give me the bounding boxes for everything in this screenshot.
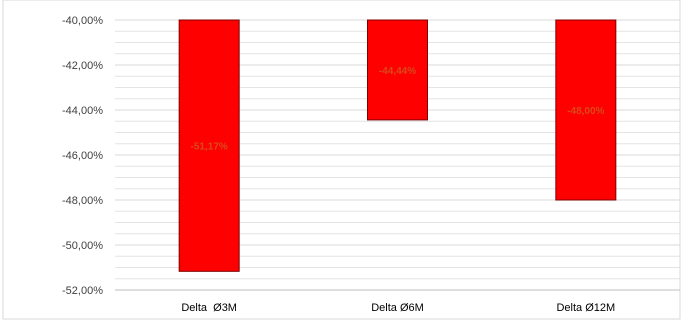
y-tick-label: -52,00% — [62, 285, 103, 297]
x-category-label: Delta Ø12M — [556, 302, 615, 314]
bar — [555, 19, 617, 201]
data-label: -51,17% — [191, 142, 228, 153]
bar — [178, 19, 240, 272]
x-axis-category-labels: Delta Ø3M Delta Ø6M Delta Ø12M — [181, 302, 615, 314]
y-axis-tick-labels: -40,00% -42,00% -44,00% -46,00% -48,00% -50,0… — [62, 15, 103, 297]
y-tick-label: -48,00% — [62, 195, 103, 207]
y-tick-label: -46,00% — [62, 150, 103, 162]
data-labels: -51,17% -44,44% -48,00% — [191, 66, 605, 153]
x-category-label: Delta Ø3M — [181, 302, 237, 314]
data-label: -44,44% — [379, 66, 416, 77]
data-label: -48,00% — [567, 106, 604, 117]
bars — [178, 19, 617, 272]
bar — [367, 19, 428, 121]
y-tick-label: -50,00% — [62, 240, 103, 252]
y-tick-label: -40,00% — [62, 15, 103, 27]
x-category-label: Delta Ø6M — [371, 302, 424, 314]
y-tick-label: -42,00% — [62, 60, 103, 72]
y-tick-label: -44,00% — [62, 105, 103, 117]
